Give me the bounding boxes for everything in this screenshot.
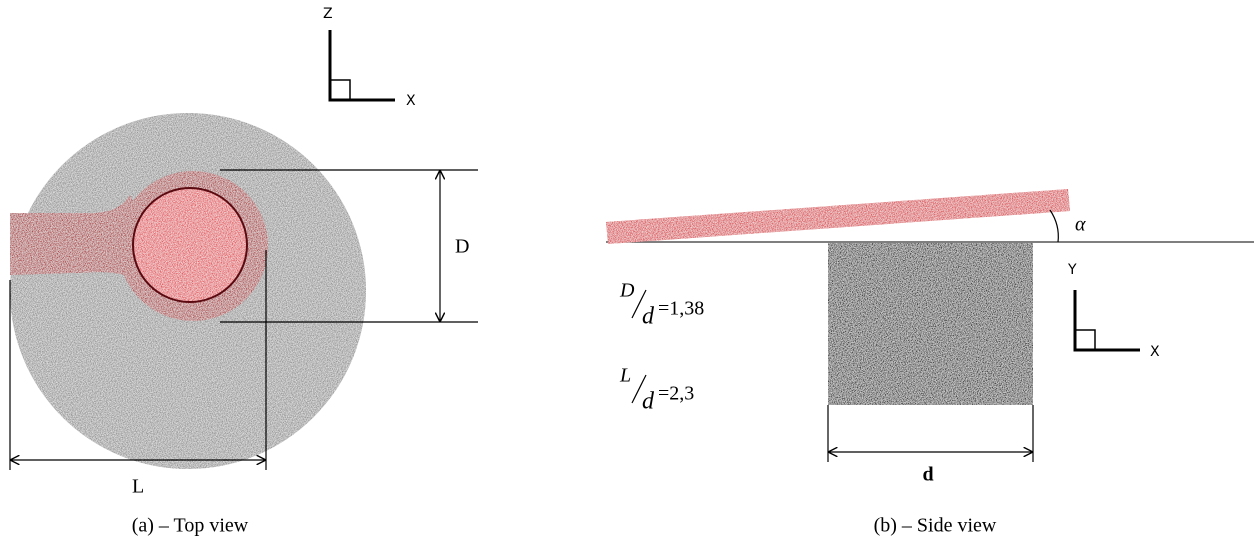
dim-label: L [132,476,144,498]
figure: D L Z X (a) – Top view α d D d =1,38 L d [0,0,1254,547]
ratio: L d =2,3 [619,365,694,415]
side-view: α d D d =1,38 L d =2,3 Y X (b) – Side vi… [606,189,1254,537]
plate [606,189,1070,244]
numerator: D [619,280,635,302]
numerator: L [619,365,631,387]
axis-label: Y [1067,262,1077,278]
angle-label: α [1075,214,1086,236]
axis-label: X [1150,344,1160,360]
caption: (a) – Top view [132,515,249,537]
axis-label: Z [323,6,333,22]
ratio: D d =1,38 [619,280,704,330]
ratio-value: =1,38 [658,298,704,320]
ratio-value: =2,3 [658,383,694,405]
angle-arc [1050,210,1058,242]
axis [330,30,395,100]
cylinder [828,243,1033,405]
top-view: D L Z X (a) – Top view [10,6,478,537]
denominator: d [642,304,655,330]
axis-label: X [406,93,416,109]
dim-label: d [922,464,933,486]
denominator: d [642,389,655,415]
axis-square [330,80,350,100]
dim-label: D [455,236,469,258]
caption: (b) – Side view [874,515,997,537]
axis-square [1075,330,1095,350]
axis [1075,290,1140,350]
